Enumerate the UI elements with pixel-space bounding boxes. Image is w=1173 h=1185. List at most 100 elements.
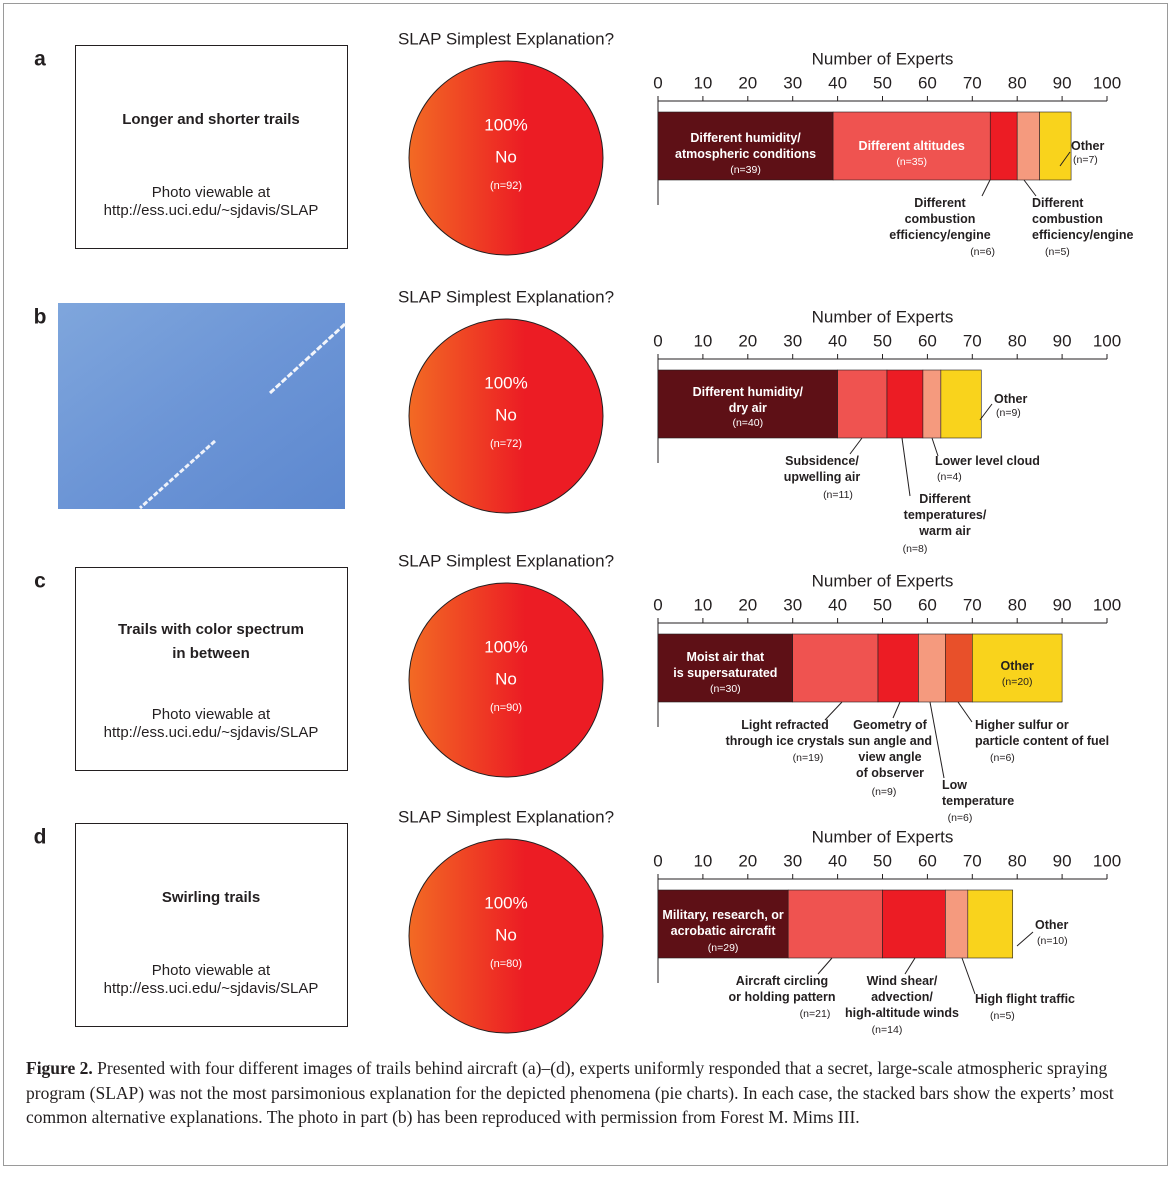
segment-count: (n=29)	[708, 942, 739, 954]
caption-label: Figure 2.	[26, 1058, 93, 1078]
segment-count: (n=6)	[990, 752, 1015, 764]
bar-segment	[922, 369, 942, 439]
panel-label: d	[34, 826, 47, 849]
segment-label: Light refracted through ice crystals	[726, 718, 845, 748]
segment-count: (n=40)	[732, 417, 763, 429]
segment-count: (n=39)	[730, 164, 761, 176]
bar-segment	[940, 369, 982, 439]
x-tick-label: 100	[1093, 595, 1121, 614]
segment-label: Different combustion efficiency/engine	[1032, 196, 1133, 242]
contrail	[268, 322, 347, 395]
x-tick-label: 30	[783, 595, 802, 614]
box-title: Longer and shorter trails	[122, 111, 300, 128]
leader-line	[961, 957, 976, 995]
x-tick-label: 30	[783, 851, 802, 870]
segment-count: (n=35)	[896, 156, 927, 168]
segment-count: (n=30)	[710, 683, 741, 695]
photo-sky	[58, 303, 345, 509]
pie-count-label: (n=80)	[490, 958, 522, 970]
segment-count: (n=19)	[793, 752, 824, 764]
x-tick-label: 10	[693, 851, 712, 870]
leader-line	[979, 403, 993, 421]
panel-label: b	[34, 306, 47, 329]
segment-count: (n=5)	[1045, 246, 1070, 258]
bar-segment	[967, 889, 1014, 959]
caption-text: Presented with four different images of …	[26, 1058, 1114, 1127]
bar-segment	[945, 633, 973, 703]
segment-label: Moist air that is supersaturated	[673, 650, 777, 680]
leader-line	[817, 957, 833, 975]
box-note: Photo viewable at http://ess.uci.edu/~sjd…	[104, 962, 319, 997]
leader-line	[904, 957, 916, 975]
x-tick-label: 40	[828, 595, 847, 614]
x-tick-label: 30	[783, 73, 802, 92]
pie-count-label: (n=92)	[490, 180, 522, 192]
x-tick-label: 40	[828, 331, 847, 350]
box-note: Photo viewable at http://ess.uci.edu/~sjd…	[104, 184, 319, 219]
leader-line	[892, 701, 901, 719]
leader-line	[981, 179, 991, 197]
bar-segment	[657, 111, 834, 181]
x-tick-label: 10	[693, 595, 712, 614]
segment-label: Low temperature	[942, 778, 1014, 808]
segment-label: Other	[1001, 659, 1034, 673]
bar-segment	[832, 111, 991, 181]
x-tick-label: 90	[1053, 73, 1072, 92]
x-tick-label: 0	[653, 595, 662, 614]
pie-title: SLAP Simplest Explanation?	[398, 29, 614, 48]
segment-count: (n=11)	[823, 489, 853, 501]
segment-count: (n=9)	[872, 786, 897, 798]
x-tick-label: 0	[653, 73, 662, 92]
x-tick-label: 30	[783, 331, 802, 350]
pie-slice	[408, 60, 604, 256]
caption: Figure 2. Presented with four different …	[26, 1056, 1148, 1130]
x-tick-label: 90	[1053, 851, 1072, 870]
segment-count: (n=6)	[970, 246, 995, 258]
panel-label: a	[34, 48, 46, 71]
x-tick-label: 20	[738, 595, 757, 614]
x-tick-label: 40	[828, 851, 847, 870]
bar-segment	[657, 633, 793, 703]
segment-label: High flight traffic	[975, 992, 1075, 1006]
x-tick-label: 20	[738, 73, 757, 92]
x-tick-label: 100	[1093, 331, 1121, 350]
leader-line	[931, 437, 939, 457]
leader-line	[1016, 931, 1034, 947]
x-tick-label: 90	[1053, 331, 1072, 350]
pie-title: SLAP Simplest Explanation?	[398, 807, 614, 826]
x-tick-label: 20	[738, 851, 757, 870]
pie-slice	[408, 318, 604, 514]
pie-category: No	[495, 405, 517, 424]
bar-segment	[877, 633, 919, 703]
pie-value-label: 100%	[484, 373, 527, 392]
bar-segment	[787, 889, 883, 959]
x-axis-title: Number of Experts	[812, 49, 954, 68]
pie-count-label: (n=90)	[490, 702, 522, 714]
segment-count: (n=21)	[800, 1008, 831, 1020]
segment-count: (n=20)	[1002, 676, 1033, 688]
x-tick-label: 100	[1093, 73, 1121, 92]
pie-count-label: (n=72)	[490, 438, 522, 450]
x-tick-label: 80	[1008, 331, 1027, 350]
segment-label: Higher sulfur or particle content of fuel	[975, 718, 1109, 748]
segment-label: Lower level cloud	[935, 454, 1040, 468]
pie-category: No	[495, 925, 517, 944]
x-axis-title: Number of Experts	[812, 827, 954, 846]
pie-slice	[408, 838, 604, 1034]
segment-label: Different humidity/atmospheric condition…	[675, 131, 816, 161]
x-tick-label: 70	[963, 331, 982, 350]
x-tick-label: 50	[873, 851, 892, 870]
segment-label: Different humidity/dry air	[693, 385, 804, 415]
photo-box	[75, 567, 348, 771]
x-axis-title: Number of Experts	[812, 571, 954, 590]
bar-segment	[792, 633, 879, 703]
segment-count: (n=14)	[872, 1024, 903, 1036]
figure-frame	[3, 3, 1168, 1166]
pie-category: No	[495, 669, 517, 688]
x-tick-label: 50	[873, 595, 892, 614]
segment-label: Subsidence/upwelling air	[784, 454, 861, 484]
bar-segment	[882, 889, 946, 959]
x-tick-label: 60	[918, 595, 937, 614]
segment-count: (n=8)	[903, 543, 928, 555]
pie-title: SLAP Simplest Explanation?	[398, 287, 614, 306]
